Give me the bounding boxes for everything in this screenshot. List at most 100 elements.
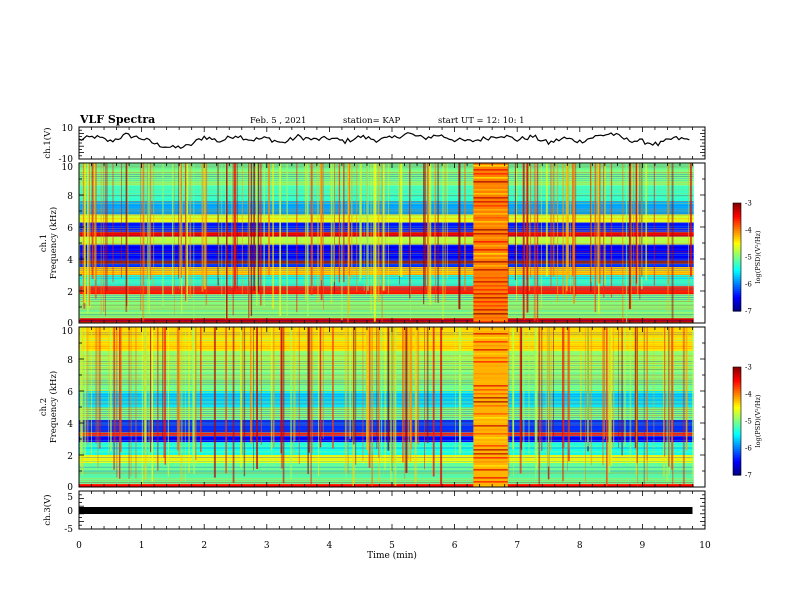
colorbar-swatch xyxy=(733,207,741,210)
spectrogram-texture-line xyxy=(79,476,705,478)
colorbar-swatch xyxy=(733,265,741,268)
spectrogram-texture-line xyxy=(79,203,705,204)
spectrogram-texture-line xyxy=(79,218,705,220)
sferic-streak xyxy=(432,327,435,477)
sferic-streak xyxy=(514,163,516,281)
sferic-streak xyxy=(643,327,645,487)
sferic-streak xyxy=(459,327,462,454)
colorbar-swatch xyxy=(733,411,741,414)
ch1-colorbar: -3 -4 -5 -6 -7 log(PSD)(V²/Hz) xyxy=(732,200,762,316)
burst-band xyxy=(473,265,508,267)
spectrogram-texture-line xyxy=(79,183,705,185)
spectrogram-texture-line xyxy=(79,432,705,434)
spectrogram-texture-line xyxy=(79,279,705,281)
burst-band xyxy=(473,445,508,447)
sferic-streak xyxy=(95,327,97,444)
spectrogram-texture-line xyxy=(79,281,705,283)
sferic-streak xyxy=(113,327,115,470)
spectrogram-texture-line xyxy=(79,235,705,237)
burst-band xyxy=(473,461,508,463)
spectrogram-texture-line xyxy=(79,472,705,474)
colorbar-swatch xyxy=(733,459,741,462)
burst-band xyxy=(473,233,508,235)
sferic-streak xyxy=(231,163,233,288)
spectrogram-texture-line xyxy=(79,463,705,464)
sferic-streak xyxy=(628,163,631,310)
sferic-streak xyxy=(409,327,412,462)
sferic-streak xyxy=(522,327,525,466)
sferic-streak xyxy=(366,163,367,295)
colorbar-swatch xyxy=(733,269,741,272)
sferic-streak xyxy=(646,327,648,481)
sferic-streak xyxy=(344,327,347,472)
ch1-freq-tick: 6 xyxy=(67,224,73,234)
sferic-streak xyxy=(545,327,547,456)
sferic-streak xyxy=(257,163,260,293)
sferic-streak xyxy=(348,163,350,313)
colorbar-swatch xyxy=(733,439,741,442)
burst-region xyxy=(473,327,508,487)
sferic-streak xyxy=(437,163,439,303)
colorbar-swatch xyxy=(733,243,741,246)
spectrogram-texture-line xyxy=(79,233,705,235)
colorbar-swatch xyxy=(733,387,741,390)
sferic-streak xyxy=(84,327,86,458)
burst-band xyxy=(473,197,508,199)
colorbar-swatch xyxy=(733,429,741,432)
sferic-streak xyxy=(225,327,227,474)
sferic-streak xyxy=(226,163,228,323)
sferic-streak xyxy=(548,327,550,467)
spectrogram-texture-line xyxy=(79,270,705,271)
burst-band xyxy=(473,449,508,451)
sferic-streak xyxy=(404,327,406,479)
spectrogram-texture-line xyxy=(79,245,705,247)
burst-band xyxy=(473,477,508,479)
sferic-streak xyxy=(146,327,147,449)
sferic-streak xyxy=(81,327,84,476)
colorbar-swatch xyxy=(733,205,741,208)
colorbar-swatch xyxy=(733,277,741,280)
spectrogram-texture-line xyxy=(79,376,705,378)
sferic-streak xyxy=(602,327,604,466)
colorbar-swatch xyxy=(733,399,741,402)
sferic-streak xyxy=(512,327,515,450)
sferic-streak xyxy=(193,163,195,321)
spectrogram-texture-line xyxy=(79,441,705,443)
spectrogram-texture-line xyxy=(79,262,705,264)
spectrogram-texture-line xyxy=(79,382,705,384)
sferic-streak xyxy=(587,327,589,447)
colorbar-tick-label: -4 xyxy=(745,391,752,399)
spectrogram-texture-line xyxy=(79,289,705,291)
sferic-streak xyxy=(394,327,397,486)
ch1-spectrogram-panel: 0 2 4 6 8 10 ch.1 Frequency (kHz) xyxy=(39,162,706,329)
colorbar-swatch xyxy=(733,223,741,226)
sferic-streak xyxy=(347,163,349,323)
time-axis-tick-label: 9 xyxy=(640,541,646,551)
sferic-streak xyxy=(610,163,613,298)
colorbar-swatch xyxy=(733,395,741,398)
colorbar-swatch xyxy=(733,367,741,370)
burst-band xyxy=(473,269,508,271)
sferic-streak xyxy=(185,163,187,301)
spectrogram-texture-line xyxy=(79,204,705,206)
sferic-streak xyxy=(568,327,570,449)
burst-band xyxy=(473,441,508,443)
burst-band xyxy=(473,373,508,375)
sferic-streak xyxy=(260,327,262,445)
colorbar-tick-label: -5 xyxy=(745,418,752,426)
burst-band xyxy=(473,169,508,171)
spectrogram-texture-line xyxy=(79,401,705,403)
ch1-spectrogram-heatmap xyxy=(79,162,705,323)
sferic-streak xyxy=(538,327,540,486)
spectrogram-band xyxy=(79,231,705,237)
sferic-streak xyxy=(455,327,456,459)
sferic-streak xyxy=(522,163,525,321)
sferic-streak xyxy=(80,327,83,453)
colorbar-swatch xyxy=(733,415,741,418)
spectrogram-texture-line xyxy=(79,199,705,200)
header-date: Feb. 5 , 2021 xyxy=(250,116,306,126)
burst-band xyxy=(473,237,508,239)
colorbar-swatch xyxy=(733,231,741,234)
sferic-streak xyxy=(458,163,461,310)
spectrogram-texture-line xyxy=(79,210,705,212)
